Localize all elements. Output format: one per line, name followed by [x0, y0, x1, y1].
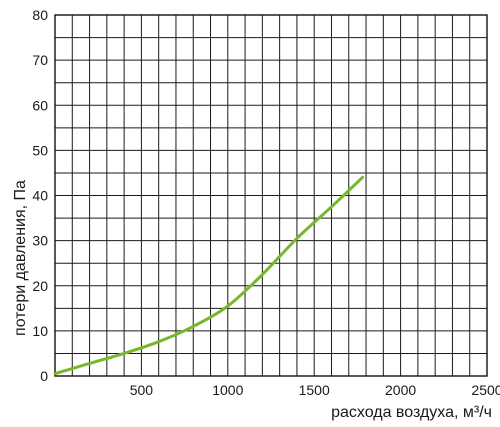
y-tick-label: 70 — [32, 52, 48, 68]
y-tick-label: 60 — [32, 97, 48, 113]
y-axis-label: потери давления, Па — [12, 180, 29, 336]
x-tick-label: 2500 — [471, 382, 500, 398]
y-tick-label: 0 — [40, 368, 48, 384]
y-tick-label: 80 — [32, 7, 48, 23]
x-tick-label: 500 — [130, 382, 154, 398]
y-tick-label: 10 — [32, 323, 48, 339]
x-tick-label: 2000 — [385, 382, 416, 398]
y-tick-labels: 0 10 20 30 40 50 60 70 80 — [32, 7, 48, 384]
y-tick-label: 30 — [32, 233, 48, 249]
y-tick-label: 50 — [32, 142, 48, 158]
x-tick-label: 1500 — [299, 382, 330, 398]
series-layer — [53, 175, 365, 376]
x-tick-label: 1000 — [212, 382, 243, 398]
plot-frame — [54, 14, 488, 377]
series-line — [53, 175, 365, 376]
y-tick-label: 40 — [32, 188, 48, 204]
grid — [55, 15, 487, 376]
x-axis-label: расхода воздуха, м³/ч — [331, 404, 492, 421]
x-tick-labels: 500 1000 1500 2000 2500 — [130, 382, 500, 398]
y-tick-label: 20 — [32, 278, 48, 294]
